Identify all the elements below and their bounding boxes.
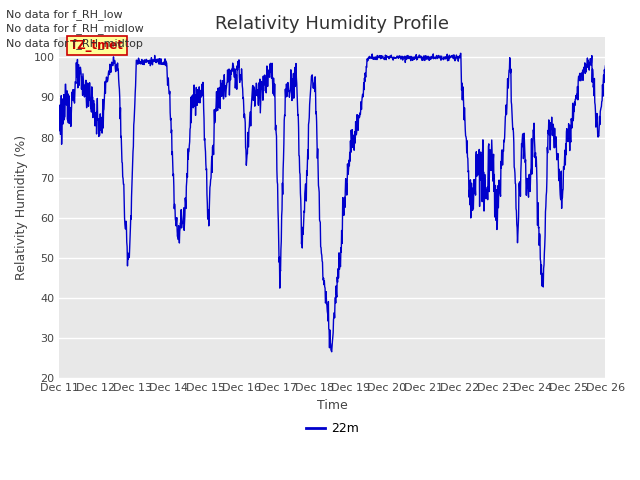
Legend: 22m: 22m	[301, 417, 364, 440]
Y-axis label: Relativity Humidity (%): Relativity Humidity (%)	[15, 135, 28, 280]
Title: Relativity Humidity Profile: Relativity Humidity Profile	[216, 15, 449, 33]
Text: No data for f_RH_midlow: No data for f_RH_midlow	[6, 23, 144, 34]
Text: No data for f_RH_low: No data for f_RH_low	[6, 9, 123, 20]
Text: TZ_tmet: TZ_tmet	[70, 39, 124, 52]
X-axis label: Time: Time	[317, 398, 348, 411]
Text: No data for f_RH_midtop: No data for f_RH_midtop	[6, 37, 143, 48]
